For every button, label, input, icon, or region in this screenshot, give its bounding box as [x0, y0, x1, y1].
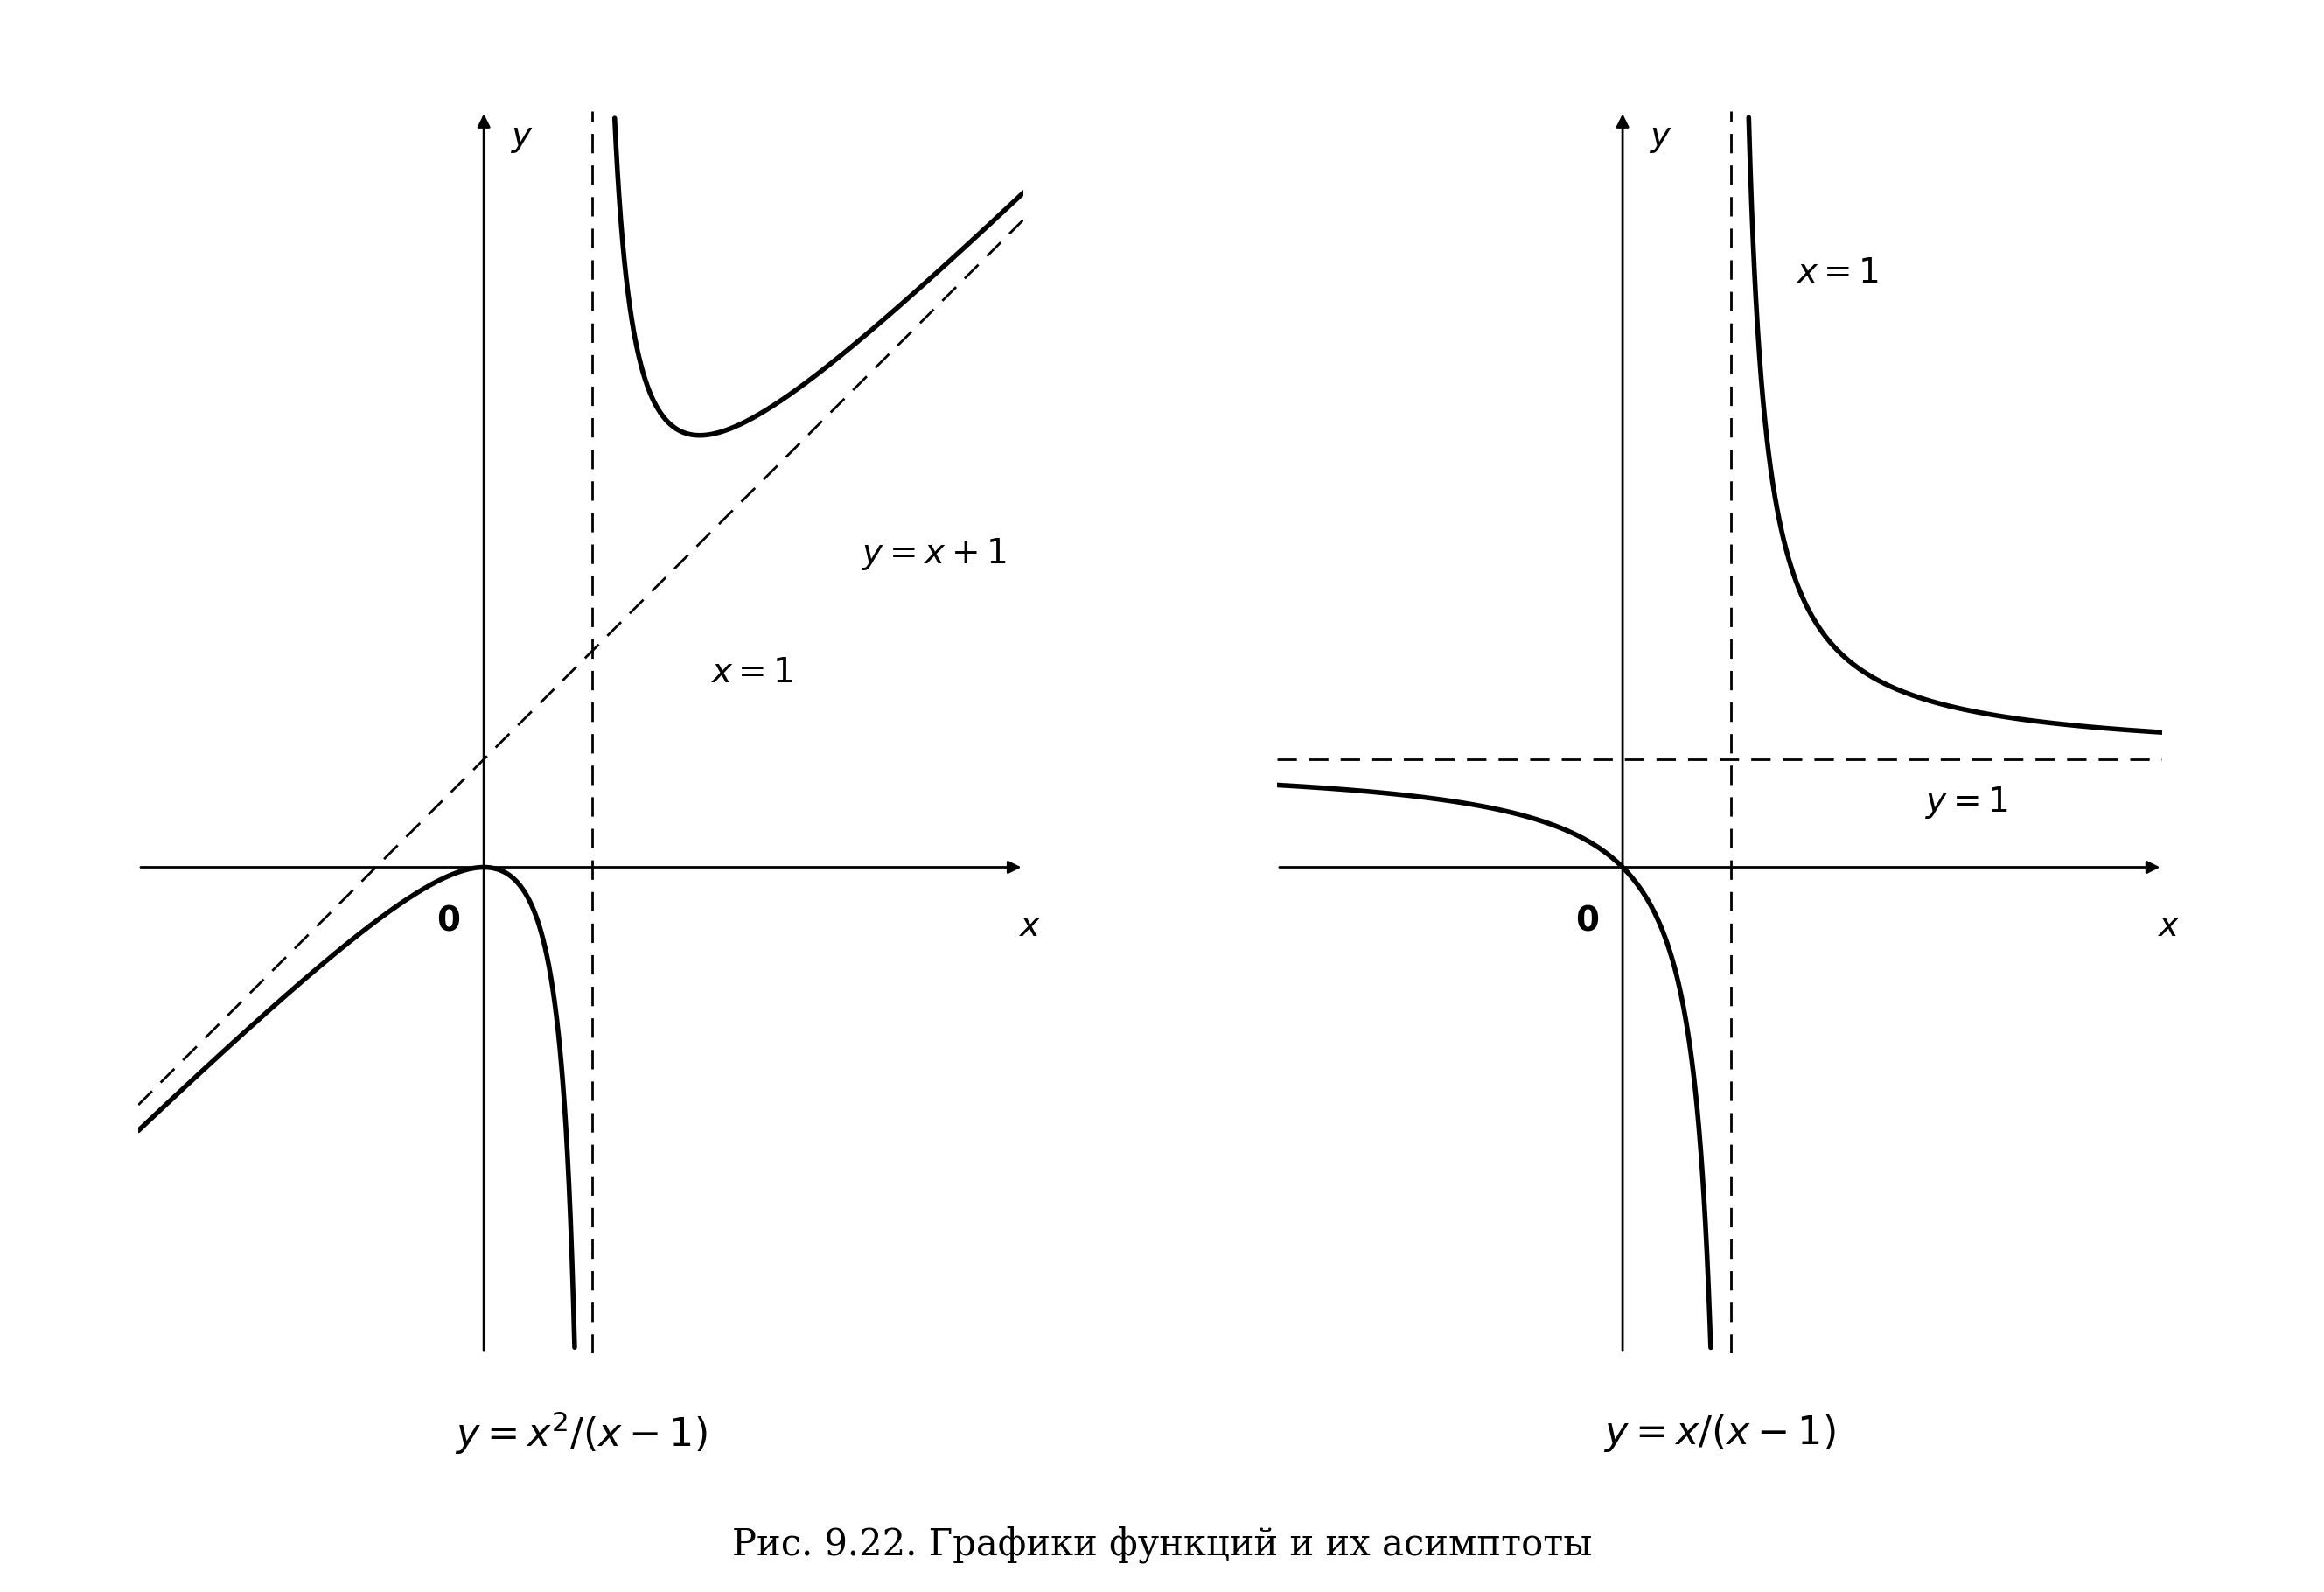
- Text: $y$: $y$: [1650, 123, 1673, 154]
- Text: $y = x/(x-1)$: $y = x/(x-1)$: [1604, 1412, 1836, 1453]
- Text: Рис. 9.22. Графики функций и их асимптоты: Рис. 9.22. Графики функций и их асимптот…: [732, 1525, 1592, 1563]
- Text: $x$: $x$: [2157, 911, 2180, 942]
- Text: $y = x^2/(x-1)$: $y = x^2/(x-1)$: [456, 1409, 706, 1457]
- Text: $\mathbf{0}$: $\mathbf{0}$: [1576, 906, 1599, 938]
- Text: $y = x + 1$: $y = x + 1$: [862, 537, 1006, 572]
- Text: $x = 1$: $x = 1$: [1796, 258, 1878, 290]
- Text: $y$: $y$: [511, 123, 535, 154]
- Text: $y = 1$: $y = 1$: [1924, 785, 2008, 820]
- Text: $\mathbf{0}$: $\mathbf{0}$: [437, 906, 460, 938]
- Text: $x$: $x$: [1018, 911, 1041, 942]
- Text: $x = 1$: $x = 1$: [711, 657, 792, 689]
